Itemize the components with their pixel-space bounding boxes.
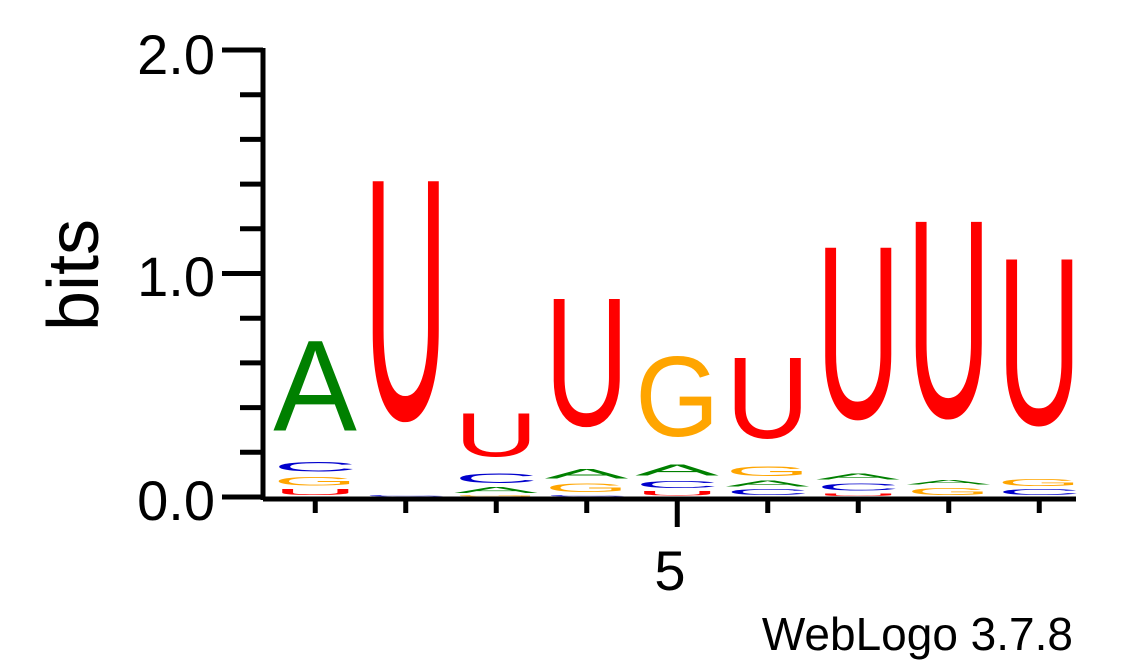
letter-C-pos5-1: C: [635, 479, 719, 490]
letter-G-pos9-1: G: [997, 477, 1081, 488]
letter-A-pos3-1: A: [454, 486, 539, 495]
letter-G-pos4-1: G: [545, 481, 629, 494]
weblogo-credit: WebLogo 3.7.8: [762, 608, 1073, 660]
letter-A-pos5-2: A: [635, 461, 719, 479]
y-tick-label-1: 1.0: [137, 245, 215, 308]
letter-C-pos1-2: C: [273, 459, 357, 475]
letter-G-pos6-2: G: [726, 464, 810, 480]
x-ticks: [315, 499, 1039, 527]
letter-U-pos6-3: U: [726, 333, 810, 463]
stack-position-8: GAU: [907, 160, 992, 497]
y-tick-label-0: 0.0: [137, 469, 215, 532]
letter-U-pos1-0: U: [273, 488, 357, 497]
y-tick-label-2: 2.0: [137, 23, 215, 86]
letter-U-pos4-3: U: [545, 259, 629, 464]
x-tick-label-5: 5: [654, 539, 685, 602]
stack-position-2: CU: [364, 107, 448, 497]
letter-U-pos7-0: U: [816, 493, 900, 497]
letter-A-pos6-1: A: [726, 479, 811, 488]
letter-G-pos8-0: G: [907, 486, 991, 497]
letter-C-pos7-1: C: [816, 481, 900, 492]
letter-U-pos9-2: U: [997, 208, 1081, 475]
y-ticks: [222, 50, 263, 497]
letter-G-pos5-3: G: [635, 335, 719, 461]
letter-A-pos7-2: A: [816, 472, 901, 481]
letter-C-pos9-0: C: [997, 488, 1081, 497]
letter-U-pos5-0: U: [635, 490, 719, 497]
letter-U-pos7-3: U: [816, 194, 900, 470]
letter-U-pos8-2: U: [907, 160, 991, 477]
stack-position-9: CGU: [997, 208, 1081, 497]
letter-U-pos2-1: U: [364, 107, 448, 493]
letter-A-pos8-1: A: [907, 479, 992, 486]
letter-A-pos1-3: A: [273, 315, 357, 459]
letter-G-pos1-1: G: [273, 475, 357, 488]
y-axis-title: bits: [34, 219, 114, 331]
letter-U-pos3-3: U: [454, 401, 538, 470]
letter-A-pos4-2: A: [545, 466, 629, 482]
letter-C-pos3-2: C: [454, 470, 538, 486]
letter-C-pos6-0: C: [726, 488, 810, 497]
